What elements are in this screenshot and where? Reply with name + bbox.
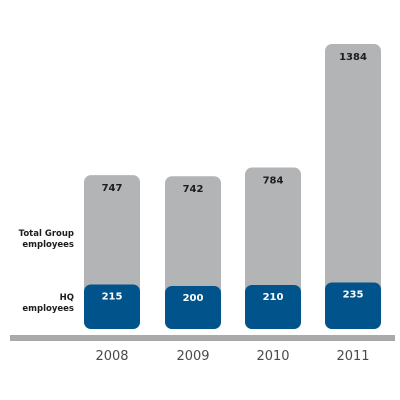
row-label-hq: HQ employees bbox=[0, 293, 74, 315]
total-value-label-2010: 784 bbox=[263, 176, 284, 187]
hq-bar-2010 bbox=[245, 285, 301, 329]
hq-value-label-2008: 215 bbox=[102, 292, 123, 303]
x-tick-label-2009: 2009 bbox=[176, 349, 209, 364]
total-group-bar-2011 bbox=[325, 44, 381, 329]
hq-value-label-2009: 200 bbox=[183, 293, 204, 304]
total-value-label-2009: 742 bbox=[183, 184, 204, 195]
row-label-hq-line-2: employees bbox=[22, 304, 74, 314]
x-tick-label-2008: 2008 bbox=[95, 349, 128, 364]
row-label-total-group: Total Group employees bbox=[0, 229, 74, 251]
hq-bar-2009 bbox=[165, 286, 221, 329]
hq-bar-2011 bbox=[325, 282, 381, 329]
total-value-label-2008: 747 bbox=[102, 183, 123, 194]
row-label-hq-line-1: HQ bbox=[59, 293, 74, 303]
x-axis-baseline bbox=[10, 335, 395, 341]
hq-value-label-2010: 210 bbox=[263, 292, 284, 303]
row-label-total-line-2: employees bbox=[22, 240, 74, 250]
x-tick-label-2010: 2010 bbox=[256, 349, 289, 364]
row-label-total-line-1: Total Group bbox=[18, 229, 74, 239]
hq-value-label-2011: 235 bbox=[343, 290, 364, 301]
hq-bar-2008 bbox=[84, 284, 140, 329]
total-value-label-2011: 1384 bbox=[339, 52, 367, 63]
x-tick-label-2011: 2011 bbox=[336, 349, 369, 364]
